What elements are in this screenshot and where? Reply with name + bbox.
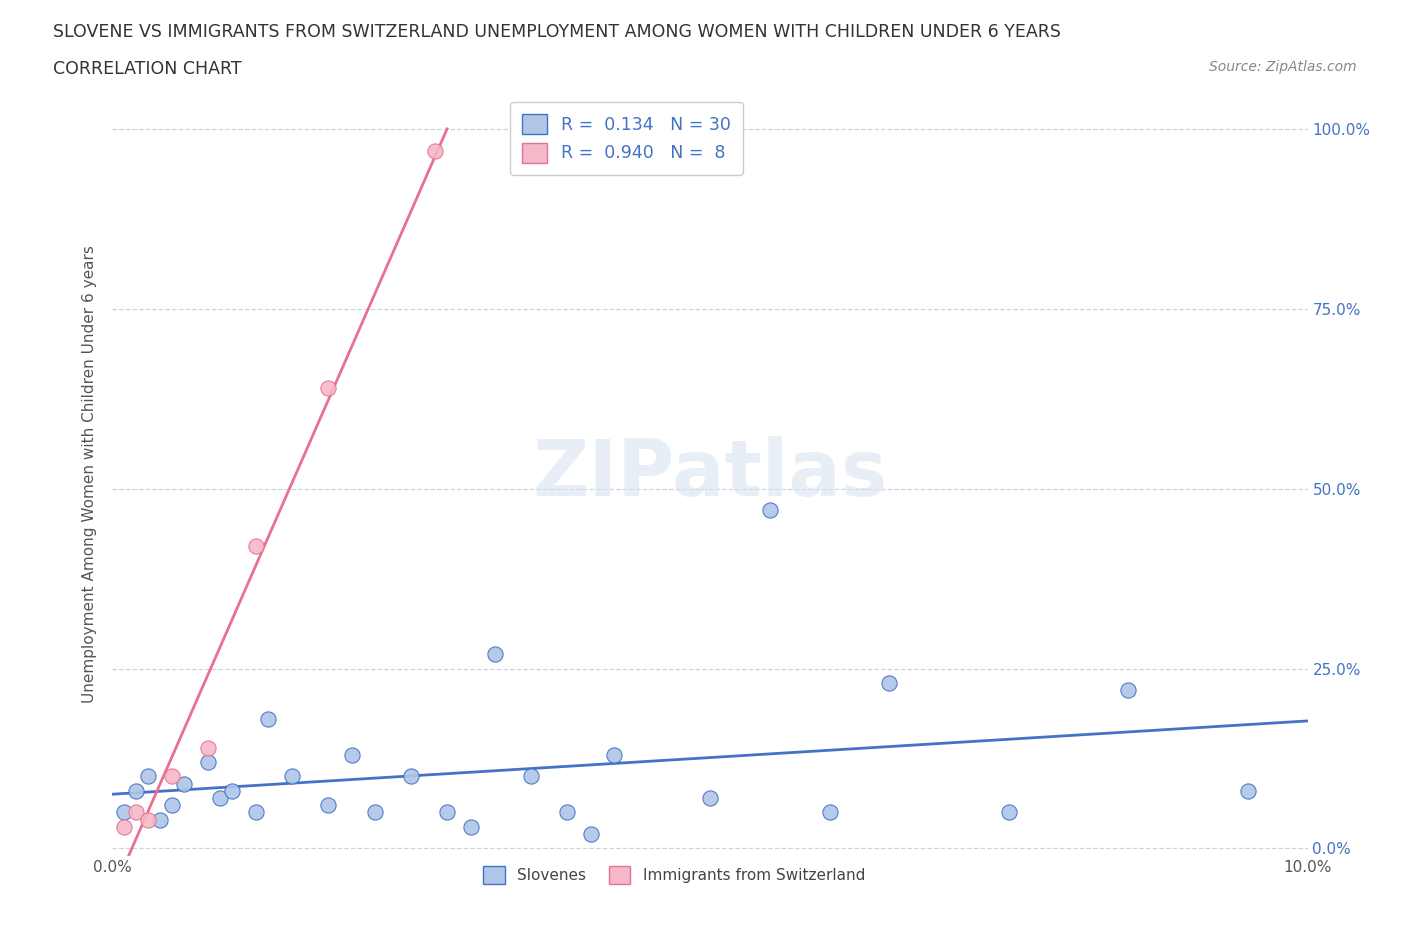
Point — [114, 805, 135, 820]
Point — [125, 783, 148, 798]
Point — [818, 805, 841, 820]
Point — [138, 769, 160, 784]
Point — [436, 805, 458, 820]
Point — [699, 790, 721, 805]
Point — [579, 827, 602, 842]
Point — [162, 798, 183, 813]
Point — [281, 769, 304, 784]
Point — [603, 748, 626, 763]
Point — [173, 777, 195, 791]
Point — [197, 740, 219, 755]
Point — [425, 143, 447, 158]
Point — [1237, 783, 1260, 798]
Point — [340, 748, 363, 763]
Point — [316, 380, 339, 395]
Point — [364, 805, 387, 820]
Text: Source: ZipAtlas.com: Source: ZipAtlas.com — [1209, 60, 1357, 74]
Legend: Slovenes, Immigrants from Switzerland: Slovenes, Immigrants from Switzerland — [477, 860, 872, 890]
Point — [197, 754, 219, 769]
Point — [879, 675, 901, 690]
Point — [125, 805, 148, 820]
Point — [759, 503, 782, 518]
Point — [209, 790, 232, 805]
Text: CORRELATION CHART: CORRELATION CHART — [53, 60, 242, 78]
Point — [245, 805, 267, 820]
Point — [114, 819, 135, 834]
Point — [401, 769, 423, 784]
Point — [555, 805, 578, 820]
Point — [520, 769, 543, 784]
Text: ZIPatlas: ZIPatlas — [533, 436, 887, 512]
Point — [316, 798, 339, 813]
Point — [221, 783, 243, 798]
Text: SLOVENE VS IMMIGRANTS FROM SWITZERLAND UNEMPLOYMENT AMONG WOMEN WITH CHILDREN UN: SLOVENE VS IMMIGRANTS FROM SWITZERLAND U… — [53, 23, 1062, 41]
Point — [257, 711, 280, 726]
Y-axis label: Unemployment Among Women with Children Under 6 years: Unemployment Among Women with Children U… — [82, 246, 97, 703]
Point — [245, 538, 267, 553]
Point — [484, 646, 506, 661]
Point — [998, 805, 1021, 820]
Point — [149, 812, 172, 827]
Point — [460, 819, 482, 834]
Point — [138, 812, 160, 827]
Point — [1118, 683, 1140, 698]
Point — [162, 769, 183, 784]
